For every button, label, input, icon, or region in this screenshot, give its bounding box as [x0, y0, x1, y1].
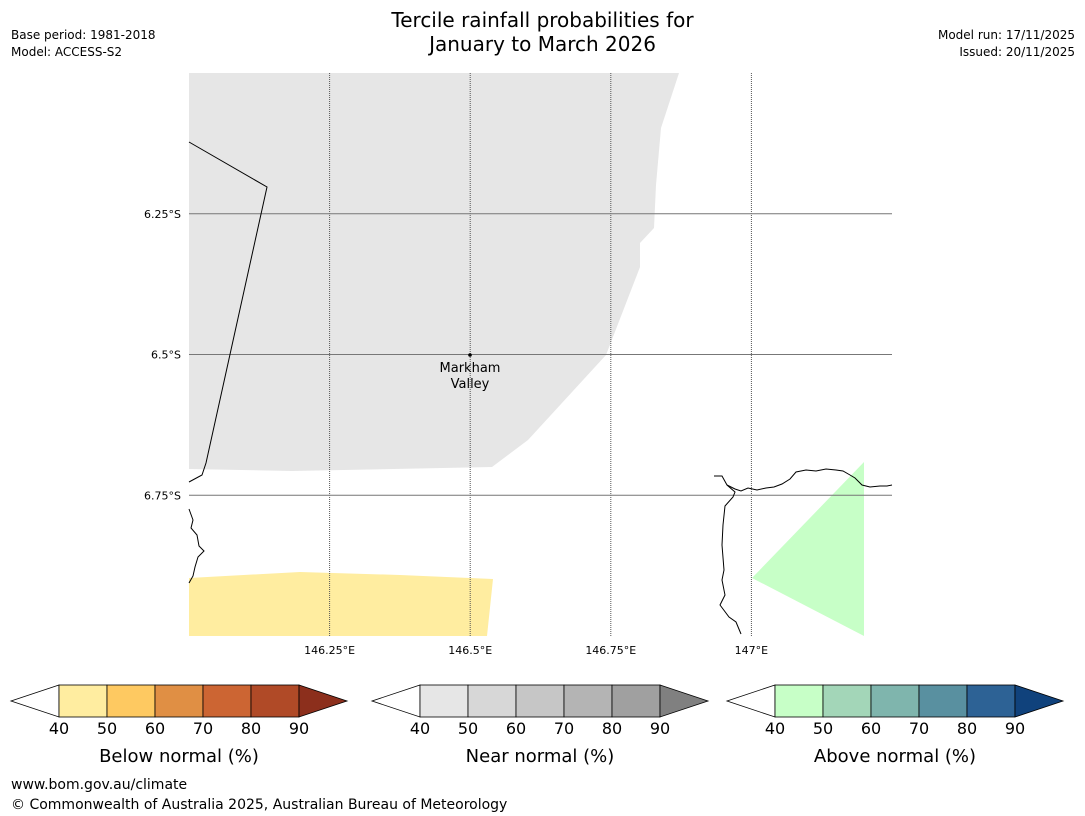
base-period-text: Base period: 1981-2018 — [11, 28, 156, 42]
legend-0-tick-0: 40 — [49, 719, 69, 738]
coastline-southwest — [188, 508, 205, 584]
legend-2-segment-0 — [774, 684, 824, 718]
meta-left: Base period: 1981-2018 Model: ACCESS-S2 — [11, 27, 156, 61]
legend-2-tick-4: 80 — [957, 719, 977, 738]
legend-2-tick-0: 40 — [765, 719, 785, 738]
y-tick-label-2: 6.75°S — [144, 489, 181, 502]
x-axis-labels: 146.25°E 146.5°E 146.75°E 147°E — [304, 644, 768, 657]
chart-title-line1: Tercile rainfall probabilities for — [391, 8, 694, 32]
near-normal-region — [189, 73, 679, 471]
legend-1-segment-0 — [419, 684, 469, 718]
place-markham-valley: Markham Valley — [440, 353, 501, 392]
legend-0-title: Below normal (%) — [99, 746, 259, 767]
legend-1-high-extension — [659, 684, 710, 718]
legend-0-segment-0 — [58, 684, 108, 718]
legend-1-title: Near normal (%) — [466, 746, 615, 767]
legend-1-tick-0: 40 — [410, 719, 430, 738]
legend-1-segment-3 — [563, 684, 613, 718]
footer-copyright: © Commonwealth of Australia 2025, Austra… — [11, 797, 508, 813]
above-normal-region — [752, 462, 864, 636]
coastline — [188, 141, 893, 635]
legend-0-tick-3: 70 — [193, 719, 213, 738]
model-text: Model: ACCESS-S2 — [11, 45, 123, 59]
legend-2-segment-2 — [870, 684, 920, 718]
probability-regions — [189, 73, 864, 636]
legend-2-segment-1 — [822, 684, 872, 718]
legends: 40 50 60 70 80 90 Below normal (%) 40 50 60 70 80 90… — [9, 684, 1065, 767]
legend-2-tick-3: 70 — [909, 719, 929, 738]
x-tick-label-1: 146.5°E — [448, 644, 492, 657]
legend-0-segment-3 — [202, 684, 252, 718]
legend-0-tick-4: 80 — [241, 719, 261, 738]
legend-2: 40 50 60 70 80 90 Above normal (%) — [725, 684, 1065, 767]
footer: www.bom.gov.au/climate © Commonwealth of… — [11, 775, 507, 815]
legend-0: 40 50 60 70 80 90 Below normal (%) — [9, 684, 349, 767]
legend-0-segment-4 — [250, 684, 300, 718]
legend-1-tick-1: 50 — [458, 719, 478, 738]
legend-1-tick-4: 80 — [602, 719, 622, 738]
legend-1-segment-2 — [515, 684, 565, 718]
place-label-line2: Valley — [451, 377, 490, 392]
legend-2-low-extension — [725, 684, 776, 718]
coastline-northeast — [726, 468, 893, 492]
legend-0-low-extension — [9, 684, 60, 718]
legend-1-tick-5: 90 — [650, 719, 670, 738]
legend-1-low-extension — [370, 684, 421, 718]
below-normal-region — [189, 572, 493, 636]
legend-1-segment-4 — [611, 684, 661, 718]
y-tick-label-1: 6.5°S — [151, 349, 181, 362]
y-axis-labels: 6.25°S 6.5°S 6.75°S — [144, 208, 181, 503]
legend-0-segment-1 — [106, 684, 156, 718]
legend-1-tick-3: 70 — [554, 719, 574, 738]
place-marker-dot — [468, 353, 472, 357]
legend-0-segment-2 — [154, 684, 204, 718]
legend-2-title: Above normal (%) — [814, 746, 976, 767]
meta-right: Model run: 17/11/2025 Issued: 20/11/2025 — [938, 27, 1075, 61]
legend-2-segment-4 — [966, 684, 1016, 718]
x-tick-label-0: 146.25°E — [304, 644, 355, 657]
x-tick-label-2: 146.75°E — [585, 644, 636, 657]
y-tick-label-0: 6.25°S — [144, 208, 181, 221]
legend-0-tick-2: 60 — [145, 719, 165, 738]
coastline-west-border — [188, 141, 268, 483]
legend-2-tick-1: 50 — [813, 719, 833, 738]
chart-title: Tercile rainfall probabilities for Janua… — [0, 8, 1085, 56]
model-run-text: Model run: 17/11/2025 — [937, 28, 1075, 42]
legend-2-tick-2: 60 — [861, 719, 881, 738]
legend-0-high-extension — [298, 684, 349, 718]
legend-1-segment-1 — [467, 684, 517, 718]
legend-0-tick-1: 50 — [97, 719, 117, 738]
legend-2-high-extension — [1014, 684, 1065, 718]
chart-title-line2: January to March 2026 — [429, 32, 656, 56]
legend-0-tick-5: 90 — [289, 719, 309, 738]
legend-1: 40 50 60 70 80 90 Near normal (%) — [370, 684, 710, 767]
coastline-east — [714, 475, 742, 635]
legend-2-segment-3 — [918, 684, 968, 718]
issued-text: Issued: 20/11/2025 — [959, 45, 1075, 59]
legend-1-tick-2: 60 — [506, 719, 526, 738]
footer-url-link[interactable]: www.bom.gov.au/climate — [11, 777, 188, 793]
legend-2-tick-5: 90 — [1005, 719, 1025, 738]
place-label-line1: Markham — [440, 361, 501, 376]
x-tick-label-3: 147°E — [735, 644, 768, 657]
grid-lines — [189, 73, 892, 636]
